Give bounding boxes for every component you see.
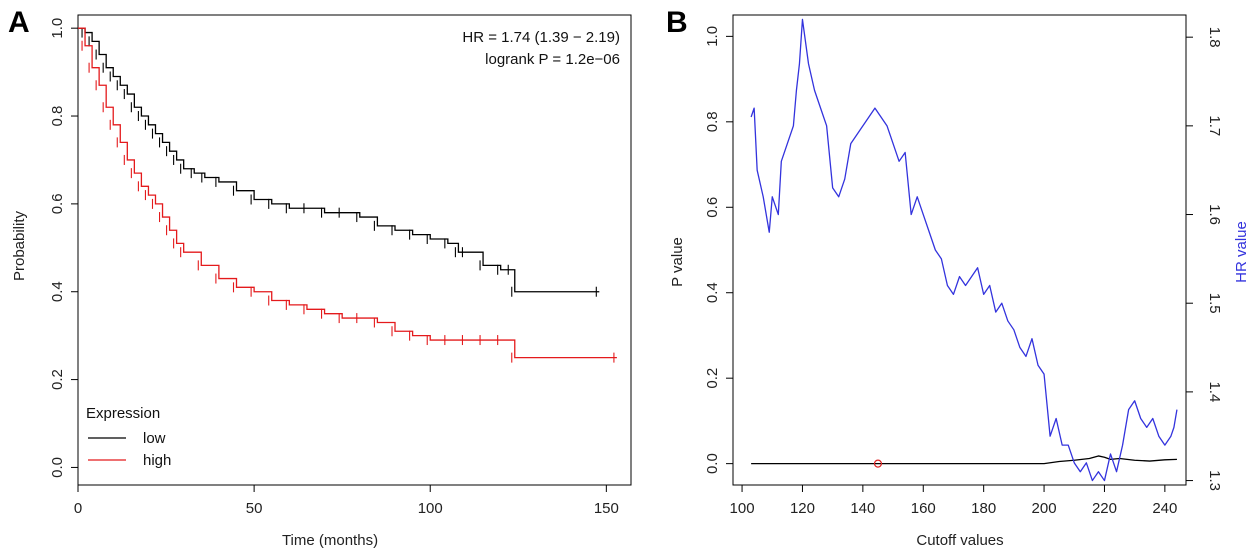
y-tick-label: 0.0	[49, 457, 66, 478]
x-tick-label: 140	[850, 500, 875, 517]
legend-title: Expression	[86, 405, 160, 422]
y-tick-label: 0.4	[49, 281, 66, 302]
panel-a-y-axis-title: Probability	[11, 210, 28, 281]
panel-b-letter: B	[666, 6, 688, 39]
panel-a-y-axis: 0.0 0.2 0.4 0.6 0.8 1.0	[49, 18, 78, 478]
y2-tick-label: 1.3	[1206, 470, 1223, 491]
y-tick-label: 0.4	[704, 282, 721, 303]
panel-a-legend: Expression low high	[86, 405, 171, 469]
panel-b-left-y-axis: 0.0 0.2 0.4 0.6 0.8 1.0	[704, 26, 733, 474]
km-curve-high	[78, 27, 617, 359]
panel-a-hr-annotation: HR = 1.74 (1.39 − 2.19)	[462, 29, 620, 46]
panel-b-x-axis-title: Cutoff values	[916, 532, 1003, 549]
y-tick-label: 0.8	[704, 111, 721, 132]
y2-tick-label: 1.7	[1206, 115, 1223, 136]
km-curve-low	[78, 27, 600, 293]
panel-a-x-axis-title: Time (months)	[282, 532, 378, 549]
panel-a-x-axis: 0 50 100 150	[74, 485, 619, 517]
series-line-p-value	[751, 455, 1177, 465]
y-tick-label: 0.2	[49, 369, 66, 390]
y-tick-label: 1.0	[704, 26, 721, 47]
y-tick-label: 0.6	[704, 197, 721, 218]
series-line-hr-value	[750, 18, 1178, 482]
x-tick-label: 120	[790, 500, 815, 517]
y-tick-label: 0.8	[49, 106, 66, 127]
panel-a-letter: A	[8, 6, 30, 39]
y2-tick-label: 1.4	[1206, 381, 1223, 402]
y2-tick-label: 1.6	[1206, 204, 1223, 225]
panel-b-y2-axis-title: HR value	[1233, 221, 1250, 283]
x-tick-label: 150	[594, 500, 619, 517]
panel-b-right-y-axis: 1.3 1.4 1.5 1.6 1.7 1.8	[1186, 27, 1223, 491]
x-tick-label: 100	[730, 500, 755, 517]
x-tick-label: 160	[911, 500, 936, 517]
y2-tick-label: 1.8	[1206, 27, 1223, 48]
panel-b-series	[750, 18, 1178, 482]
x-tick-label: 50	[246, 500, 263, 517]
y2-tick-label: 1.5	[1206, 293, 1223, 314]
x-tick-label: 240	[1152, 500, 1177, 517]
x-tick-label: 220	[1092, 500, 1117, 517]
panel-a-logrank-annotation: logrank P = 1.2e−06	[485, 51, 620, 68]
x-tick-label: 200	[1032, 500, 1057, 517]
min-pvalue-marker	[873, 459, 883, 468]
panel-a-series	[78, 27, 617, 363]
panel-b-plot-frame	[732, 14, 1187, 486]
x-tick-label: 0	[74, 500, 82, 517]
x-tick-label: 180	[971, 500, 996, 517]
y-tick-label: 0.2	[704, 368, 721, 389]
legend-label-high: high	[143, 452, 171, 469]
panel-b-y-axis-title: P value	[669, 237, 686, 287]
panel-b-x-axis: 100 120 140 160 180 200 220 240	[730, 485, 1177, 517]
legend-label-low: low	[143, 430, 166, 447]
y-tick-label: 1.0	[49, 18, 66, 39]
x-tick-label: 100	[418, 500, 443, 517]
y-tick-label: 0.6	[49, 193, 66, 214]
panel-a-plot-frame	[77, 14, 632, 486]
y-tick-label: 0.0	[704, 453, 721, 474]
